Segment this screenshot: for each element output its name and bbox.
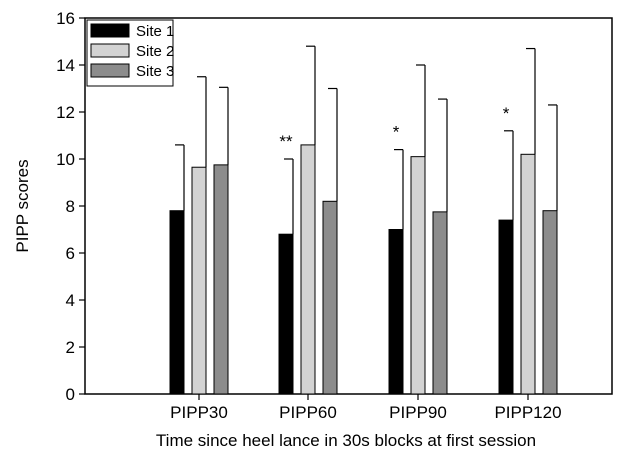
significance-marker: * bbox=[503, 104, 510, 123]
x-tick-label: PIPP60 bbox=[279, 403, 337, 422]
y-axis: 0 2 4 6 8 10 12 14 16 bbox=[56, 9, 85, 404]
y-tick-label: 12 bbox=[56, 103, 75, 122]
bar-site-1-pipp60 bbox=[278, 233, 294, 395]
bar-site-3-pipp60 bbox=[322, 200, 338, 395]
bar-site-2-pipp90 bbox=[410, 156, 426, 395]
y-tick-label: 14 bbox=[56, 56, 75, 75]
x-tick-label: PIPP90 bbox=[389, 403, 447, 422]
y-tick-label: 0 bbox=[66, 385, 75, 404]
legend-swatch bbox=[90, 63, 130, 78]
bar-site-1-pipp30 bbox=[169, 210, 185, 395]
x-axis: PIPP30 PIPP60 PIPP90 PIPP120 bbox=[170, 394, 562, 422]
legend-label: Site 2 bbox=[136, 43, 174, 60]
x-tick-label: PIPP30 bbox=[170, 403, 228, 422]
bar-site-1-pipp90 bbox=[388, 229, 404, 395]
legend-label: Site 3 bbox=[136, 63, 174, 80]
y-tick-label: 2 bbox=[66, 338, 75, 357]
bars bbox=[169, 144, 558, 395]
x-tick-label: PIPP120 bbox=[494, 403, 561, 422]
y-tick-label: 16 bbox=[56, 9, 75, 28]
y-tick-label: 4 bbox=[66, 291, 75, 310]
x-axis-title: Time since heel lance in 30s blocks at f… bbox=[156, 431, 536, 450]
bar-site-3-pipp120 bbox=[542, 210, 558, 395]
bar-site-2-pipp120 bbox=[520, 153, 536, 395]
error-bars bbox=[175, 45, 558, 235]
y-tick-label: 8 bbox=[66, 197, 75, 216]
legend-swatch bbox=[90, 23, 130, 38]
bar-site-3-pipp90 bbox=[432, 211, 448, 395]
legend: Site 1 Site 2 Site 3 bbox=[86, 19, 174, 87]
legend-swatch bbox=[90, 43, 130, 58]
y-axis-title: PIPP scores bbox=[13, 159, 32, 252]
bar-site-2-pipp60 bbox=[300, 144, 316, 395]
y-tick-label: 10 bbox=[56, 150, 75, 169]
bar-site-2-pipp30 bbox=[191, 166, 207, 395]
significance-annotations: ** ** bbox=[279, 104, 509, 151]
significance-marker: ** bbox=[279, 132, 293, 151]
significance-marker: * bbox=[393, 123, 400, 142]
legend-label: Site 1 bbox=[136, 23, 174, 40]
bar-site-1-pipp120 bbox=[498, 219, 514, 395]
y-tick-label: 6 bbox=[66, 244, 75, 263]
bar-site-3-pipp30 bbox=[213, 164, 229, 395]
